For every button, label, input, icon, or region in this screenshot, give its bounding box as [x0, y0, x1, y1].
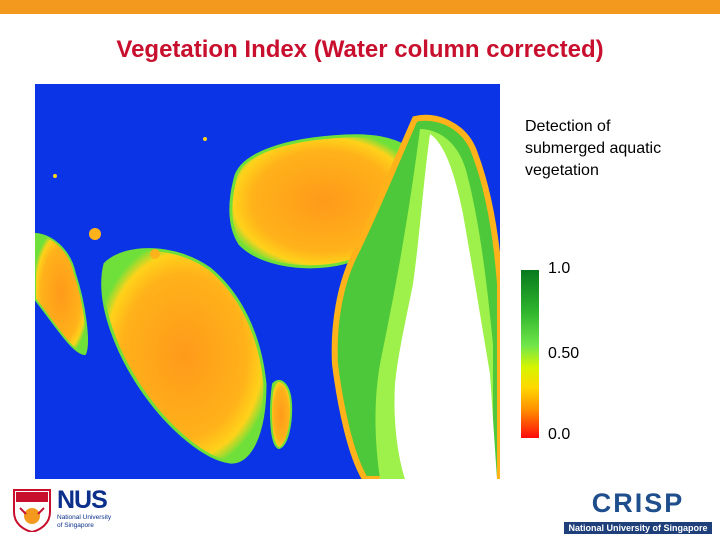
islet [150, 249, 160, 259]
nus-logo: NUS National University of Singapore [8, 486, 128, 534]
colorbar-tick-high: 1.0 [548, 260, 571, 277]
slide-title: Vegetation Index (Water column corrected… [116, 36, 604, 63]
colorbar [521, 270, 539, 438]
legend-caption: Detection of submerged aquatic vegetatio… [525, 116, 695, 182]
crisp-subtitle: National University of Singapore [564, 522, 712, 534]
legend-caption-line: vegetation [525, 162, 599, 179]
nus-subtitle: National University of Singapore [57, 514, 127, 530]
legend-caption-line: submerged aquatic [525, 140, 662, 157]
crisp-logo: CRISP National University of Singapore [562, 484, 714, 534]
colorbar-tick-low: 0.0 [548, 426, 571, 443]
nus-crest-icon [13, 489, 51, 532]
legend-caption-line: Detection of [525, 118, 611, 135]
colorbar-tick-mid: 0.50 [548, 345, 580, 362]
island-far-left [35, 232, 88, 356]
island-left [101, 248, 267, 464]
islet [53, 174, 57, 178]
crisp-wordmark: CRISP [591, 488, 685, 518]
nus-subtitle-line: of Singapore [57, 522, 94, 529]
islet [89, 228, 101, 240]
nus-subtitle-line: National University [57, 514, 112, 521]
island-small [270, 379, 293, 450]
land-mainland [394, 134, 497, 479]
vegetation-index-map [35, 84, 500, 479]
top-accent-bar [0, 0, 720, 14]
nus-wordmark: NUS [57, 486, 108, 514]
islet [203, 137, 207, 141]
